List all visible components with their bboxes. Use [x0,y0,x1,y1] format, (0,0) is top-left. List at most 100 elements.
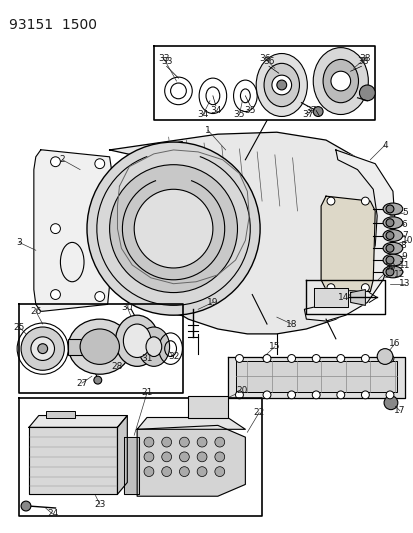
Circle shape [144,452,154,462]
Text: 93151  1500: 93151 1500 [9,18,97,32]
Text: 5: 5 [401,208,407,217]
Text: 31: 31 [141,354,152,363]
Circle shape [144,467,154,477]
Circle shape [134,189,212,268]
Polygon shape [117,416,127,494]
Ellipse shape [146,337,161,357]
Text: 17: 17 [393,406,405,415]
Circle shape [235,391,243,399]
Circle shape [385,256,393,264]
Polygon shape [29,427,117,494]
Bar [188,396,227,417]
Circle shape [313,107,322,117]
Text: 38: 38 [357,57,368,66]
Circle shape [385,391,393,399]
Polygon shape [109,132,384,334]
Text: 2: 2 [59,155,65,164]
Text: 18: 18 [285,320,297,328]
Circle shape [95,159,104,168]
Text: 21: 21 [141,389,152,398]
Text: 25: 25 [13,322,25,332]
Circle shape [361,391,368,399]
Circle shape [50,289,60,300]
Text: 35: 35 [233,110,244,119]
Circle shape [287,391,295,399]
Circle shape [197,437,206,447]
Bar [111,341,129,352]
Circle shape [161,467,171,477]
Text: 34: 34 [197,110,208,119]
Circle shape [50,157,60,167]
Circle shape [262,354,270,362]
Text: 15: 15 [268,342,280,351]
Circle shape [50,224,60,233]
Circle shape [361,354,368,362]
Polygon shape [235,361,396,392]
Text: 12: 12 [393,270,404,279]
Text: 19: 19 [206,298,218,307]
Text: 26: 26 [30,307,41,316]
Circle shape [38,344,47,353]
Ellipse shape [256,53,306,117]
Circle shape [326,284,334,292]
Circle shape [336,354,344,362]
Text: 22: 22 [253,408,264,417]
Text: 11: 11 [398,261,410,270]
Text: 36: 36 [263,57,274,66]
Text: 9: 9 [401,252,407,261]
Bar [68,339,88,354]
Circle shape [109,165,237,293]
Text: 3: 3 [16,238,22,247]
Text: 6: 6 [401,220,407,229]
Circle shape [385,244,393,252]
Bar [45,410,75,418]
Polygon shape [34,150,112,311]
Circle shape [31,337,55,360]
Text: 4: 4 [381,141,387,149]
Polygon shape [350,289,365,305]
Circle shape [336,391,344,399]
Circle shape [179,452,189,462]
Text: 30: 30 [121,303,133,312]
Circle shape [330,71,350,91]
Ellipse shape [138,327,169,366]
Ellipse shape [382,254,402,266]
Circle shape [179,467,189,477]
Text: 24: 24 [47,510,58,519]
Circle shape [161,452,171,462]
Circle shape [214,437,224,447]
Text: 20: 20 [236,386,247,395]
Ellipse shape [382,266,402,278]
Circle shape [262,391,270,399]
Text: 38: 38 [359,54,370,63]
Text: 34: 34 [210,106,221,115]
Text: 39: 39 [383,263,395,272]
Circle shape [179,437,189,447]
Polygon shape [137,417,245,429]
Circle shape [385,268,393,276]
Circle shape [385,354,393,362]
Ellipse shape [80,329,119,365]
Circle shape [287,354,295,362]
Ellipse shape [313,47,368,115]
Ellipse shape [263,63,299,107]
Circle shape [235,354,243,362]
Polygon shape [313,288,347,308]
Ellipse shape [382,230,402,241]
Circle shape [87,142,259,315]
Text: 1: 1 [204,126,210,135]
Text: 35: 35 [244,106,255,115]
Text: 10: 10 [401,236,413,245]
Text: 23: 23 [94,499,105,508]
Text: 27: 27 [76,378,88,387]
Ellipse shape [123,324,151,358]
Circle shape [197,452,206,462]
Circle shape [311,354,319,362]
Text: 8: 8 [399,241,405,250]
Text: 37: 37 [302,110,313,119]
Ellipse shape [115,315,159,366]
Text: 14: 14 [337,293,349,302]
Text: 28: 28 [112,362,123,371]
Circle shape [161,437,171,447]
Circle shape [326,197,334,205]
